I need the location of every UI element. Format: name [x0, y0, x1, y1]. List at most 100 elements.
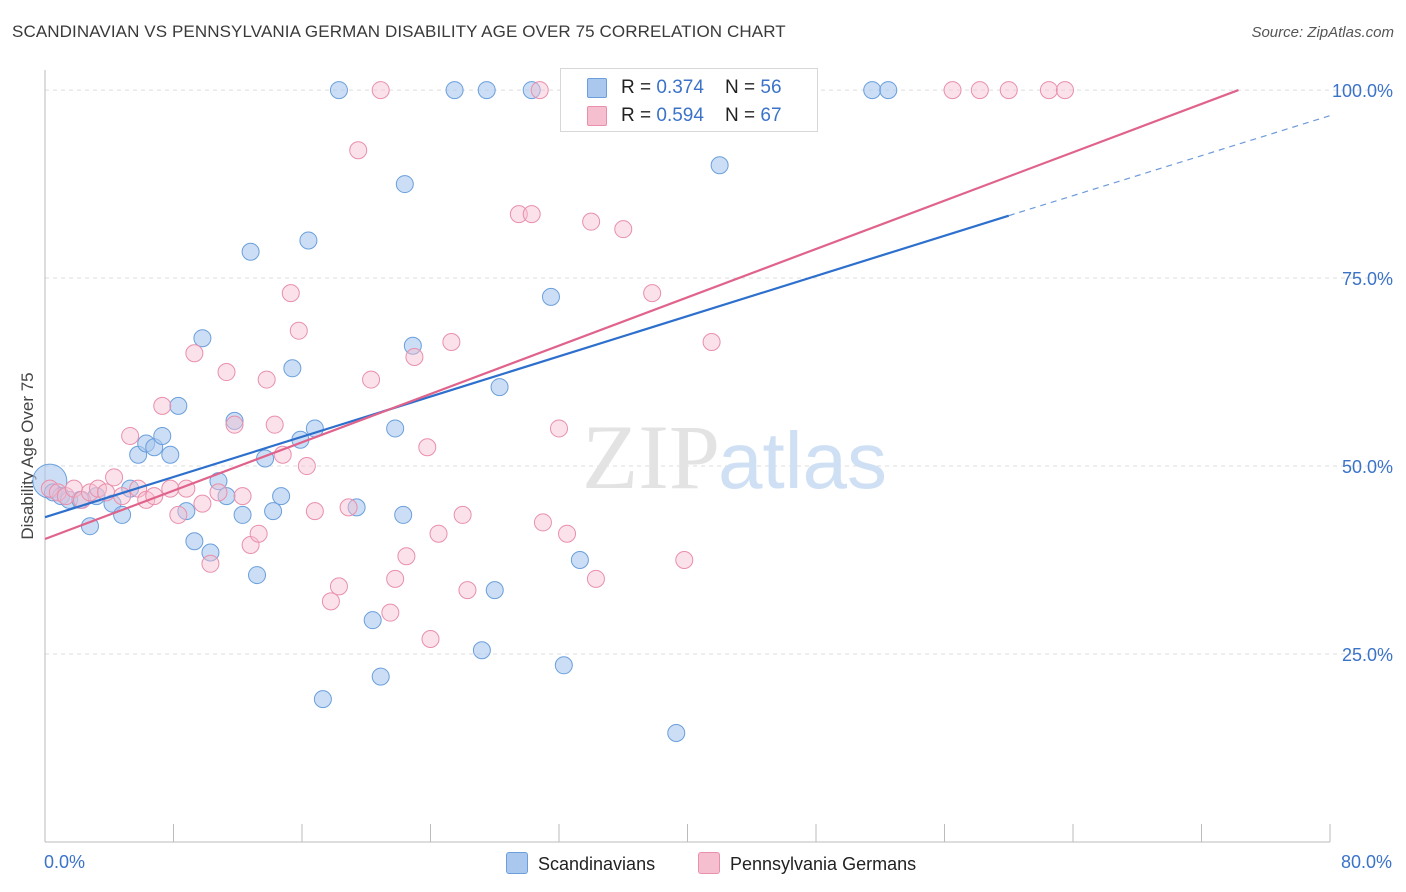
stats-legend: R = 0.374 N = 56 R = 0.594 N = 67	[560, 68, 818, 132]
point-scandinavian	[554, 656, 573, 675]
point-pennsylvania-german	[209, 483, 228, 502]
point-pennsylvania-german	[371, 81, 390, 100]
point-scandinavian	[161, 445, 180, 464]
point-pennsylvania-german	[225, 415, 244, 434]
watermark-atlas: atlas	[718, 416, 887, 505]
point-pennsylvania-german	[257, 370, 276, 389]
legend-r-label: R =	[621, 105, 657, 126]
point-scandinavian	[445, 81, 464, 100]
point-pennsylvania-german	[1055, 81, 1074, 100]
point-scandinavian	[386, 419, 405, 438]
point-pennsylvania-german	[397, 547, 416, 566]
legend-r-label: R =	[621, 77, 657, 98]
point-pennsylvania-german	[233, 487, 252, 506]
point-pennsylvania-german	[281, 284, 300, 303]
legend-r-value: 0.374	[656, 77, 704, 98]
legend-n-label: N =	[725, 105, 761, 126]
point-scandinavian	[472, 641, 491, 660]
trendline-scandinavians-extension	[1008, 115, 1331, 217]
point-pennsylvania-german	[614, 220, 633, 239]
point-scandinavian	[570, 551, 589, 570]
legend-text: R = 0.594 N = 67	[621, 105, 782, 127]
point-pennsylvania-german	[185, 344, 204, 363]
chart-title: SCANDINAVIAN VS PENNSYLVANIA GERMAN DISA…	[12, 22, 786, 41]
legend-n-value: 67	[760, 105, 782, 126]
point-scandinavian	[879, 81, 898, 100]
point-pennsylvania-german	[193, 494, 212, 513]
point-scandinavian	[863, 81, 882, 100]
source-credit: Source: ZipAtlas.com	[1251, 24, 1394, 41]
point-pennsylvania-german	[381, 603, 400, 622]
trendline-scandinavians	[44, 214, 1010, 519]
point-scandinavian	[272, 487, 291, 506]
point-pennsylvania-german	[153, 396, 172, 415]
point-pennsylvania-german	[201, 554, 220, 573]
point-scandinavian	[153, 426, 172, 445]
point-pennsylvania-german	[702, 332, 721, 351]
trendline-pennsylvania-germans	[44, 89, 1239, 541]
legend-swatch-scandinavians	[587, 78, 607, 98]
point-pennsylvania-german	[533, 513, 552, 532]
point-pennsylvania-german	[329, 577, 348, 596]
point-scandinavian	[233, 505, 252, 524]
point-pennsylvania-german	[522, 205, 541, 224]
point-pennsylvania-german	[105, 468, 124, 487]
legend-n-label: N =	[725, 77, 761, 98]
points-layer	[32, 81, 1074, 742]
point-pennsylvania-german	[349, 141, 368, 160]
axis-layer	[44, 70, 1331, 843]
point-scandinavian	[371, 667, 390, 686]
point-pennsylvania-german	[297, 457, 316, 476]
point-scandinavian	[193, 329, 212, 348]
point-scandinavian	[363, 611, 382, 630]
y-tick-label: 75.0%	[1342, 269, 1393, 289]
point-pennsylvania-german	[453, 505, 472, 524]
point-scandinavian	[403, 336, 422, 355]
point-pennsylvania-german	[675, 551, 694, 570]
point-pennsylvania-german	[418, 438, 437, 457]
point-scandinavian	[248, 566, 267, 585]
point-pennsylvania-german	[509, 205, 528, 224]
point-pennsylvania-german	[265, 415, 284, 434]
bottom-legend-pennsylvania-germans[interactable]: Pennsylvania Germans	[698, 852, 916, 875]
point-pennsylvania-german	[429, 524, 448, 543]
bottom-legend-scandinavians[interactable]: Scandinavians	[506, 852, 655, 875]
legend-r-value: 0.594	[656, 105, 704, 126]
point-pennsylvania-german	[550, 419, 568, 438]
point-pennsylvania-german	[289, 321, 308, 340]
bottom-legend-label-pennsylvania-germans: Pennsylvania Germans	[730, 854, 917, 874]
point-pennsylvania-german	[999, 81, 1018, 100]
point-pennsylvania-german	[217, 363, 236, 382]
point-scandinavian	[329, 81, 348, 100]
point-scandinavian	[394, 505, 413, 524]
x-tick-label-min: 0.0%	[44, 852, 86, 872]
point-scandinavian	[283, 359, 302, 378]
point-pennsylvania-german	[643, 284, 662, 303]
point-pennsylvania-german	[442, 332, 461, 351]
point-scandinavian	[477, 81, 496, 100]
point-pennsylvania-german	[1039, 81, 1058, 100]
trend-layer	[44, 89, 1331, 541]
point-pennsylvania-german	[121, 426, 140, 445]
point-pennsylvania-german	[249, 524, 268, 543]
point-pennsylvania-german	[970, 81, 989, 100]
point-pennsylvania-german	[169, 505, 188, 524]
point-pennsylvania-german	[305, 502, 324, 521]
legend-text: R = 0.374 N = 56	[621, 77, 782, 99]
point-scandinavian	[490, 378, 509, 397]
point-pennsylvania-german	[943, 81, 962, 100]
bottom-legend-label-scandinavians: Scandinavians	[538, 854, 656, 874]
bottom-legend-swatch-scandinavians	[506, 852, 528, 874]
point-pennsylvania-german	[586, 569, 605, 588]
y-tick-label: 50.0%	[1342, 457, 1393, 477]
bottom-legend-swatch-pennsylvania-germans	[698, 852, 720, 874]
point-scandinavian	[541, 287, 560, 306]
point-pennsylvania-german	[582, 212, 601, 231]
legend-swatch-pennsylvania-germans	[587, 106, 607, 126]
point-scandinavian	[485, 581, 504, 600]
point-scandinavian	[264, 502, 283, 521]
ytick-layer: 25.0% 50.0% 75.0% 100.0%	[1332, 81, 1393, 665]
point-scandinavian	[395, 175, 414, 194]
point-pennsylvania-german	[321, 592, 340, 611]
